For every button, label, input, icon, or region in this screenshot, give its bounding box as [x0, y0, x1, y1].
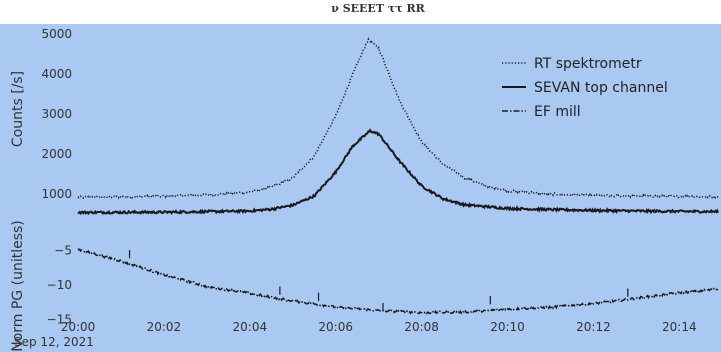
- legend-label-sevan-top-channel: SEVAN top channel: [534, 80, 668, 96]
- counts-y-ticks: 1000 2000 3000 4000 5000: [41, 27, 72, 201]
- legend-label-rt-spektrometr: RT spektrometr: [534, 56, 642, 72]
- pg-y-ticks: −15 −10 −5: [47, 244, 72, 327]
- counts-y-tick-label: 1000: [41, 187, 72, 201]
- x-tick-label: 20:04: [233, 320, 268, 334]
- plot-background: [0, 24, 721, 352]
- x-tick-label: 20:08: [404, 320, 439, 334]
- counts-y-tick-label: 2000: [41, 147, 72, 161]
- series-line-sevan-top-channel: [77, 128, 719, 216]
- pg-axis-title: Norm PG (unitless): [10, 220, 26, 352]
- counts-y-tick-label: 3000: [41, 107, 72, 121]
- x-tick-label: 20:14: [662, 320, 697, 334]
- x-tick-label: 20:02: [147, 320, 182, 334]
- x-tick-label: 20:10: [490, 320, 525, 334]
- legend-label-ef-mill: EF mill: [534, 104, 581, 120]
- date-label: Sep 12, 2021: [14, 335, 94, 349]
- x-tick-label: 20:06: [318, 320, 353, 334]
- pg-y-tick-label: −10: [47, 278, 72, 292]
- counts-axis-title: Counts [/s]: [10, 71, 26, 147]
- pg-y-tick-label: −5: [54, 244, 72, 258]
- counts-y-tick-label: 4000: [41, 67, 72, 81]
- series-line-rt-spektrometr: [77, 37, 719, 200]
- x-tick-label: 20:00: [61, 320, 96, 334]
- clipped-top-title: ν SEEET ττ RR: [331, 2, 425, 15]
- y-axis-titles: Counts [/s] Norm PG (unitless): [10, 71, 26, 352]
- x-tick-label: 20:12: [576, 320, 611, 334]
- pg-y-tick-label: −15: [47, 313, 72, 327]
- counts-y-tick-label: 5000: [41, 27, 72, 41]
- legend: RT spektrometr SEVAN top channel EF mill: [502, 56, 668, 120]
- series-layer: [77, 37, 719, 315]
- x-ticks: 20:00 20:02 20:04 20:06 20:08 20:10 20:12 20:14: [61, 320, 697, 334]
